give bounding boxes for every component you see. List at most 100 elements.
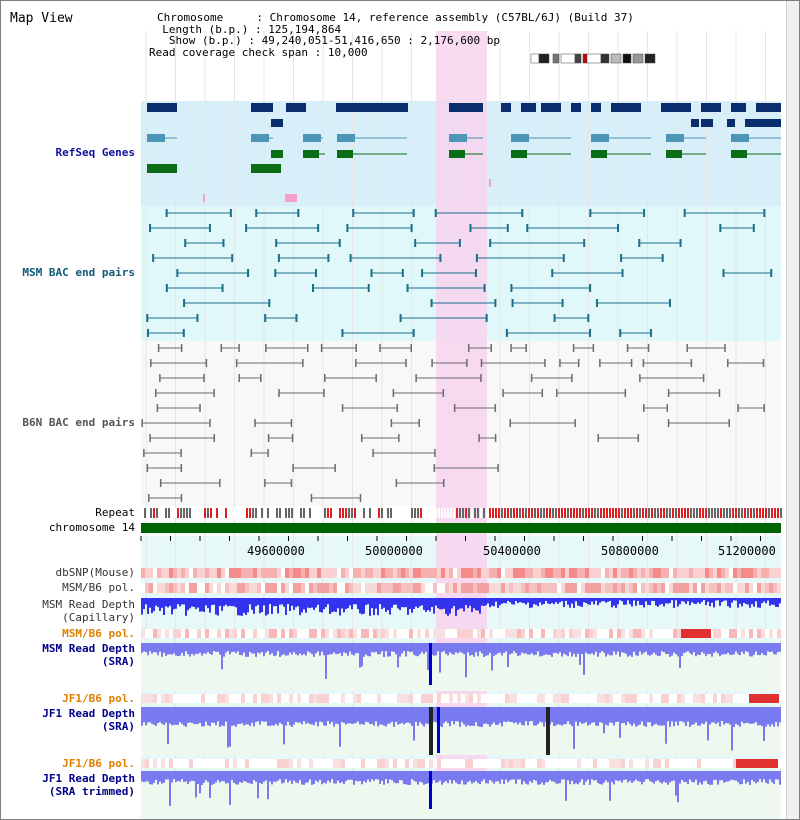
depth-bar	[669, 771, 671, 783]
depth-bar	[681, 598, 683, 602]
heat-cell	[157, 694, 161, 703]
depth-bar	[277, 707, 279, 726]
b6n-bac-end	[599, 359, 601, 367]
depth-bar	[749, 598, 751, 608]
heat-cell	[501, 759, 505, 768]
depth-bar	[565, 707, 567, 725]
depth-bar	[655, 643, 657, 655]
heat-cell	[325, 629, 329, 638]
depth-bar	[669, 598, 671, 604]
depth-bar	[693, 643, 695, 653]
depth-bar	[319, 643, 321, 656]
heat-cell	[685, 568, 689, 578]
heat-cell	[201, 629, 205, 638]
heat-cell	[541, 629, 545, 638]
depth-bar	[341, 643, 343, 656]
heat-cell	[481, 568, 485, 578]
depth-bar	[761, 771, 763, 783]
depth-bar	[729, 598, 731, 608]
track-label-msm-bac[interactable]: MSM BAC end pairs	[22, 266, 135, 279]
heat-cell	[677, 759, 681, 768]
heat-cell	[625, 568, 629, 578]
depth-bar	[191, 598, 193, 607]
b6n-bac-end	[762, 359, 765, 367]
track-label-chromosome[interactable]: chromosome 14	[48, 521, 135, 534]
depth-bar	[427, 771, 429, 784]
depth-bar	[459, 643, 461, 652]
axis-tick-label: 50800000	[601, 544, 659, 558]
depth-bar	[233, 771, 235, 783]
b6n-bac-end	[264, 479, 266, 487]
heat-cell	[249, 583, 253, 593]
depth-bar	[205, 643, 207, 654]
heat-cell	[517, 759, 521, 768]
heat-cell	[649, 583, 653, 593]
track-label-jf1-depth-trimmed[interactable]: JF1 Read Depth	[42, 772, 135, 785]
vertical-scrollbar[interactable]	[786, 1, 799, 819]
depth-bar	[141, 707, 143, 726]
depth-bar	[215, 643, 217, 652]
msm-bac-end	[222, 239, 225, 247]
depth-bar	[461, 598, 463, 609]
heat-cell	[181, 583, 185, 593]
depth-bar	[769, 771, 771, 780]
track-label-jf1-b6-pol-trimmed[interactable]: JF1/B6 pol.	[62, 757, 135, 770]
depth-bar	[735, 771, 737, 781]
track-label-msm-depth-capillary[interactable]: MSM Read Depth	[42, 598, 135, 611]
depth-bar	[225, 598, 227, 605]
depth-bar	[533, 643, 535, 656]
depth-bar	[463, 643, 465, 655]
depth-bar	[285, 771, 287, 780]
depth-bar	[689, 643, 691, 654]
depth-bar	[583, 598, 585, 603]
depth-bar	[755, 707, 757, 723]
msm-bac-end	[275, 239, 278, 247]
msm-bac-end	[683, 209, 686, 217]
depth-bar	[659, 771, 661, 783]
heat-cell	[249, 629, 253, 638]
track-label-refseq[interactable]: RefSeq Genes	[55, 146, 135, 159]
depth-bar	[591, 598, 593, 602]
track-label-msm-b6-pol-capillary[interactable]: MSM/B6 pol.	[62, 581, 135, 594]
depth-bar	[385, 643, 387, 652]
msm-bac-end	[165, 284, 168, 292]
depth-bar	[219, 771, 221, 783]
depth-bar	[773, 598, 775, 605]
heat-cell	[717, 629, 721, 638]
depth-bar	[333, 643, 335, 653]
depth-bar	[739, 643, 741, 656]
depth-bar	[231, 707, 233, 726]
repeat-mark	[216, 508, 218, 518]
heat-cell	[509, 568, 513, 578]
depth-bar	[325, 707, 327, 726]
track-label-msm-depth-sra[interactable]: MSM Read Depth	[42, 642, 135, 655]
heat-cell	[157, 583, 161, 593]
repeat-mark	[144, 508, 146, 518]
b6n-bac-end	[597, 434, 599, 442]
depth-bar	[761, 598, 763, 604]
b6n-bac-end	[159, 479, 162, 487]
depth-bar	[715, 707, 717, 725]
depth-bar	[413, 771, 415, 781]
depth-bar	[635, 707, 637, 727]
heat-cell	[317, 694, 321, 703]
repeat-mark	[219, 508, 221, 518]
track-label-dbsnp[interactable]: dbSNP(Mouse)	[55, 566, 135, 579]
depth-bar	[163, 598, 165, 615]
track-label-b6n-bac[interactable]: B6N BAC end pairs	[22, 416, 135, 429]
heat-cell	[309, 629, 313, 638]
track-label-msm-b6-pol-sra[interactable]: MSM/B6 pol.	[62, 627, 135, 640]
msm-bac-end	[506, 224, 509, 232]
track-label-repeat[interactable]: Repeat	[95, 506, 135, 519]
heat-cell	[153, 583, 157, 593]
track-label-jf1-b6-pol[interactable]: JF1/B6 pol.	[62, 692, 135, 705]
track-label-jf1-depth[interactable]: JF1 Read Depth	[42, 707, 135, 720]
depth-bar	[543, 707, 545, 727]
repeat-mark	[702, 508, 704, 518]
depth-bar	[243, 771, 245, 782]
heat-cell	[353, 759, 357, 768]
heat-cell	[721, 629, 725, 638]
depth-bar	[747, 598, 749, 605]
depth-bar	[177, 598, 179, 605]
